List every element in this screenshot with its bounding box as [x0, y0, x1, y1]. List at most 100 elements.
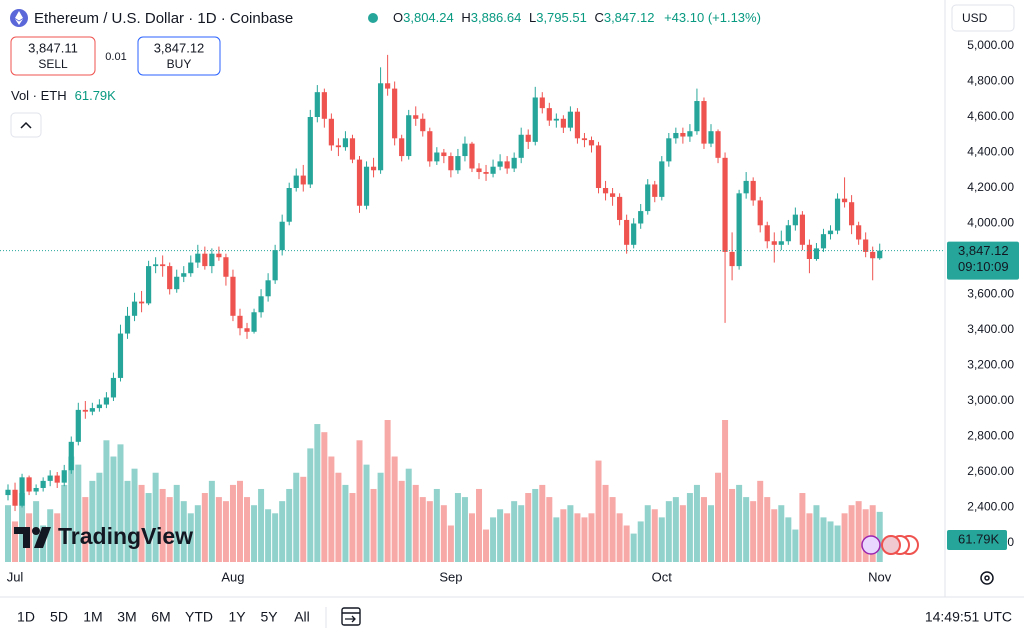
volume-bar	[616, 513, 623, 562]
event-icon[interactable]	[881, 535, 901, 555]
candle-body	[581, 138, 588, 141]
candle-body	[230, 276, 236, 316]
y-tick-label: 3,400.00	[967, 322, 1014, 336]
volume-bar	[637, 521, 644, 562]
timeframe-button[interactable]: 1D	[17, 609, 35, 625]
volume-bar	[609, 497, 616, 562]
timeframe-button[interactable]: 5Y	[260, 609, 278, 625]
timeframe-button[interactable]: 1Y	[228, 609, 246, 625]
candle-body	[757, 200, 763, 226]
buy-label[interactable]: BUY	[167, 57, 192, 71]
candle-body	[631, 223, 637, 245]
buy-button[interactable]: 3,847.12 BUY	[137, 36, 221, 76]
volume-bar	[251, 505, 258, 562]
candle-body	[328, 118, 334, 146]
candle-body	[624, 219, 630, 245]
volume-bar	[848, 505, 855, 562]
candle-body	[476, 168, 482, 173]
ohlc-legend: O3,804.24 H3,886.64 L3,795.51 C3,847.12 …	[393, 10, 761, 25]
candle-body	[841, 198, 848, 203]
date-range-icon[interactable]	[341, 607, 361, 626]
buy-price[interactable]: 3,847.12	[154, 40, 205, 55]
volume-bar	[461, 497, 468, 562]
timeframe-button[interactable]: 5D	[50, 609, 68, 625]
candle-body	[560, 118, 566, 128]
candle-body	[342, 138, 349, 148]
candle-body	[652, 184, 658, 197]
y-tick-label: 3,600.00	[967, 287, 1014, 301]
candle-body	[5, 489, 11, 496]
calendar-icon-arrow[interactable]	[345, 615, 356, 623]
candle-body	[504, 161, 510, 169]
candle-body	[385, 83, 391, 89]
volume-bar	[602, 484, 609, 562]
volume-bar	[328, 456, 335, 562]
candle-body	[687, 131, 693, 137]
volume-bar	[356, 440, 363, 562]
candle-body	[209, 253, 215, 267]
candle-body	[877, 250, 883, 259]
candle-body	[47, 475, 53, 481]
timeframe-button[interactable]: YTD	[185, 609, 213, 625]
sell-button[interactable]: 3,847.11 SELL	[10, 36, 96, 76]
sell-price[interactable]: 3,847.11	[28, 40, 78, 55]
y-tick-label: 3,200.00	[967, 358, 1014, 372]
candle-body	[483, 172, 489, 174]
volume-bar	[82, 497, 89, 562]
candle-body	[68, 441, 74, 471]
volume-legend: Vol · ETH 61.79K	[11, 88, 116, 103]
candle-body	[307, 117, 313, 185]
settings-icon[interactable]	[980, 571, 994, 585]
price-change: +43.10 (+1.13%)	[664, 10, 761, 25]
logo-mark	[34, 527, 51, 548]
volume-bar	[68, 456, 75, 562]
volume-bar	[215, 497, 222, 562]
candle-body	[377, 83, 384, 171]
candle-body	[497, 161, 503, 167]
calendar-icon[interactable]	[341, 607, 361, 626]
collapse-button[interactable]	[10, 112, 42, 138]
volume-bar	[813, 505, 820, 562]
y-tick-label: 4,200.00	[967, 180, 1014, 194]
candle-body	[321, 92, 327, 119]
candle-body	[19, 477, 25, 506]
y-tick-label: 5,000.00	[967, 38, 1014, 52]
sell-box[interactable]	[10, 36, 96, 76]
candle-body	[462, 143, 468, 157]
candle-body	[75, 409, 81, 442]
candle-body	[279, 221, 285, 251]
y-tick-label: 3,000.00	[967, 393, 1014, 407]
currency-button[interactable]	[951, 4, 1015, 32]
candle-body	[567, 111, 573, 128]
volume-bar	[363, 464, 370, 562]
ohlc-value: 3,847.12	[604, 10, 655, 25]
volume-bar	[567, 505, 574, 562]
currency-label[interactable]: USD	[962, 11, 988, 25]
sell-label[interactable]: SELL	[38, 57, 68, 71]
candle-body	[26, 477, 32, 492]
candle-body	[82, 409, 88, 412]
timeframe-button[interactable]: 6M	[151, 609, 170, 625]
candle-body	[349, 138, 356, 160]
settings-icon-center[interactable]	[984, 575, 990, 581]
volume-bar	[405, 468, 412, 562]
volume-bar	[222, 501, 229, 562]
candle-body	[750, 180, 756, 201]
volume-bar	[729, 488, 736, 562]
timeframe-button[interactable]: 1M	[83, 609, 102, 625]
buy-box[interactable]	[137, 36, 221, 76]
candle-body	[799, 214, 805, 245]
candle-body	[420, 118, 426, 132]
volume-bar	[574, 513, 581, 562]
collapse-icon[interactable]	[20, 121, 32, 129]
candle-body	[638, 211, 644, 224]
volume-bar	[208, 480, 215, 562]
timeframe-button[interactable]: 3M	[117, 609, 136, 625]
volume-bar	[279, 501, 286, 562]
timeframe-button[interactable]: All	[294, 609, 310, 625]
candle-body	[258, 296, 264, 313]
event-icon[interactable]	[861, 535, 881, 555]
candle-body	[574, 111, 581, 139]
volume-bar	[286, 488, 293, 562]
volume-bar	[272, 513, 279, 562]
